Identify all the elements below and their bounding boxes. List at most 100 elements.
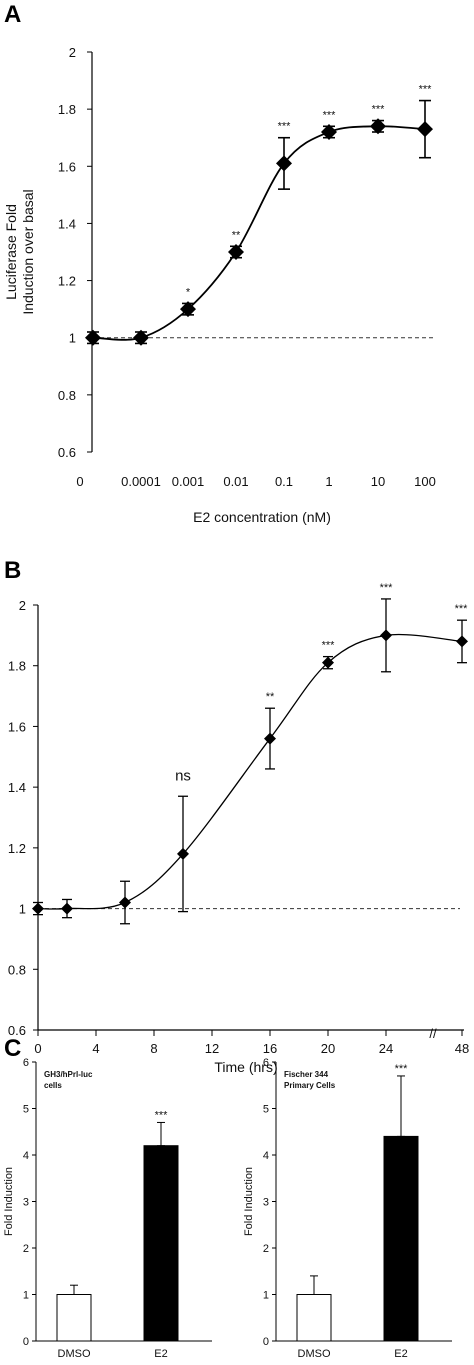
panel-a-y-tick-label: 1.4 [58, 216, 76, 231]
panel-b: B 0.60.811.21.41.61.820 4 8 12 16 20 24 48// ns… [4, 557, 469, 1075]
panel-c-right-y-tick-label: 4 [263, 1150, 269, 1162]
panel-c-left-annotation-line1: GH3/hPrl-luc [44, 1070, 93, 1079]
panel-a-y-label-line1: Luciferase Fold [3, 204, 19, 300]
panel-a-significance-label: * [186, 286, 191, 298]
panel-b-y-tick-label: 0.6 [8, 1023, 26, 1038]
panel-a-x-tick-label: 100 [414, 474, 436, 489]
panel-b-significance-label: *** [455, 603, 469, 615]
panel-c-right-bar [383, 1135, 419, 1342]
panel-b-x-tick-label: 20 [321, 1041, 335, 1056]
panel-a-y-tick-label: 1.6 [58, 159, 76, 174]
panel-c-letter: C [4, 1035, 21, 1062]
panel-c-left-y-tick-label: 0 [23, 1336, 29, 1348]
panel-c-right-y-tick-label: 1 [263, 1290, 269, 1302]
panel-b-y-tick-label: 2 [19, 598, 26, 613]
panel-a-data-point [85, 329, 101, 346]
panel-a-x-tick-label: 0.1 [275, 474, 293, 489]
panel-b-y-tick-label: 1 [19, 902, 26, 917]
panel-c-left-significance-label: *** [155, 1109, 169, 1121]
panel-c-right-y-tick-label: 6 [263, 1057, 269, 1069]
panel-c-left-bar [143, 1145, 179, 1342]
panel-b-data-point [32, 902, 44, 915]
panel-c-right-annotation-line1: Fischer 344 [284, 1070, 329, 1079]
panel-a-fit-curve [92, 125, 426, 341]
panel-a-x-tick-label: 1 [325, 474, 332, 489]
panel-a-data-point [417, 121, 433, 138]
panel-b-fit-curve [37, 633, 463, 910]
panel-b-y-tick-label: 1.4 [8, 780, 26, 795]
panel-b-y-tick-label: 1.2 [8, 841, 26, 856]
panel-a-significance-label: ** [232, 229, 241, 241]
panel-b-data-point [456, 635, 468, 648]
panel-b-x-tick-label: 0 [34, 1041, 41, 1056]
panel-c-left-y-tick-label: 5 [23, 1104, 29, 1116]
panel-c-right-y-label: Fold Induction [243, 1167, 255, 1236]
panel-c-left-annotation-line2: cells [44, 1081, 62, 1090]
panel-c-right-y-tick-label: 0 [263, 1336, 269, 1348]
panel-b-x-tick-label: 24 [379, 1041, 393, 1056]
panel-a-y-tick-label: 0.6 [58, 445, 76, 460]
panel-a-data-point [276, 155, 292, 172]
panel-c-left-error-bar [70, 1284, 78, 1295]
panel-b-significance-label: ** [266, 691, 275, 703]
panel-c-right-y-tick-label: 2 [263, 1243, 269, 1255]
panel-a-significance-label: *** [323, 109, 337, 121]
panel-c-left-x-tick-label: DMSO [58, 1348, 91, 1360]
panel-c-left-bar [56, 1294, 92, 1342]
panel-a-y-tick-label: 2 [69, 45, 76, 60]
panel-c-left-y-label: Fold Induction [3, 1167, 15, 1236]
panel-c-left-y-tick-label: 1 [23, 1290, 29, 1302]
panel-c-right-y-label-group: Fold Induction [243, 1167, 255, 1236]
panel-a-y-tick-label: 1.8 [58, 102, 76, 117]
panel-b-y-tick-label: 1.8 [8, 659, 26, 674]
panel-c-right-x-tick-label: DMSO [298, 1348, 331, 1360]
panel-a-significance-label: *** [278, 121, 292, 133]
panel-c-right-x-tick-label: E2 [394, 1348, 407, 1360]
panel-b-data-point [380, 629, 392, 642]
panel-c-right-error-bar [397, 1075, 405, 1137]
panel-b-data-point [119, 896, 131, 909]
panel-b-x-tick-label: 4 [92, 1041, 99, 1056]
panel-c-right-error-bar [310, 1275, 318, 1295]
panel-a-y-tick-label: 0.8 [58, 388, 76, 403]
panel-c-left-y-tick-label: 4 [23, 1150, 29, 1162]
panel-b-x-label: Time (hrs) [214, 1059, 277, 1075]
panel-b-y-tick-label: 1.6 [8, 719, 26, 734]
panel-b-x-tick-label: 16 [263, 1041, 277, 1056]
panel-a-x-tick-label: 0.01 [223, 474, 248, 489]
panel-a-significance-label: *** [419, 84, 433, 96]
panel-b-letter: B [4, 557, 21, 584]
panel-c-left-y-tick-label: 6 [23, 1057, 29, 1069]
panel-c-left-x-tick-label: E2 [154, 1348, 167, 1360]
panel-b-data-point [322, 656, 334, 669]
panel-b-significance-label: *** [380, 582, 394, 594]
panel-a-x-tick-label: 0.001 [172, 474, 205, 489]
panel-a-x-tick-label: 0.0001 [121, 474, 161, 489]
panel-a-data-point [228, 244, 244, 260]
panel-c-left-y-tick-label: 2 [23, 1243, 29, 1255]
panel-b-data-point [177, 847, 189, 860]
panel-a-x-tick-label: 10 [371, 474, 385, 489]
panel-b-x-tick-label: 48 [455, 1041, 469, 1056]
panel-c-left-y-label-group: Fold Induction [3, 1167, 15, 1236]
panel-c-right-annotation-line2: Primary Cells [284, 1081, 336, 1090]
panel-a-x-label: E2 concentration (nM) [193, 509, 331, 525]
panel-a-letter: A [4, 1, 21, 28]
panel-a-y-label-line2: Induction over basal [20, 189, 36, 314]
panel-a-y-tick-label: 1.2 [58, 274, 76, 289]
panel-c-left-error-bar [157, 1121, 165, 1147]
panel-a: A 0.6 0.8 1 1.2 1.4 1.6 1.8 2 0 0.0001 0.001 0.01 0.… [3, 1, 436, 525]
panel-b-x-tick-label: 12 [205, 1041, 219, 1056]
panel-c-right-y-tick-label: 5 [263, 1104, 269, 1116]
panel-b-data-point [264, 732, 276, 745]
panel-b-data-point [61, 902, 73, 915]
panel-b-x-tick-label: 8 [150, 1041, 157, 1056]
panel-c-right-bar [296, 1294, 332, 1342]
panel-a-x-tick-label: 0 [76, 474, 83, 489]
panel-c-right-y-tick-label: 3 [263, 1197, 269, 1209]
panel-c-left-y-tick-label: 3 [23, 1197, 29, 1209]
panel-a-data-point [321, 124, 337, 140]
panel-b-axis-break: // [429, 1026, 437, 1041]
